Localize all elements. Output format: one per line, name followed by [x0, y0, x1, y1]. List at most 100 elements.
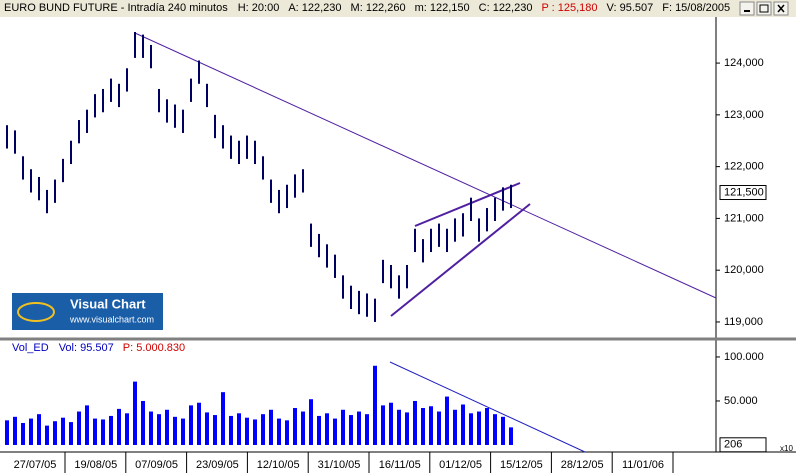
x-tick-label: 01/12/05: [439, 459, 482, 471]
volume-bar: [5, 420, 9, 445]
price-bar: [302, 169, 304, 193]
volume-bar: [349, 415, 353, 445]
x-tick-label: 07/09/05: [135, 459, 178, 471]
price-bar: [382, 259, 384, 284]
volume-bar: [389, 402, 393, 445]
price-bar: [278, 189, 280, 214]
price-bar: [462, 213, 464, 237]
price-bar: [390, 264, 392, 289]
x-tick-label: 19/08/05: [74, 459, 117, 471]
info-label: m: 122,150: [415, 2, 470, 14]
price-bar: [286, 184, 288, 209]
price-bar: [326, 244, 328, 268]
maximize-button[interactable]: [756, 1, 772, 16]
y-tick-label: 120,000: [724, 264, 764, 276]
volume-bar: [285, 420, 289, 445]
volume-bar: [237, 413, 241, 445]
volume-bar: [13, 416, 17, 445]
price-bar: [334, 254, 336, 278]
logo-icon: [17, 302, 55, 322]
volume-bar: [429, 406, 433, 445]
volume-bar: [261, 414, 265, 445]
volume-bar: [405, 412, 409, 445]
volume-bar: [317, 415, 321, 445]
panel-title: Vol_ED: [12, 342, 49, 354]
price-bar: [30, 169, 32, 193]
y-tick-label: 121,000: [724, 212, 764, 224]
volume-bar: [221, 392, 225, 445]
info-label: C: 122,230: [479, 2, 533, 14]
price-bar: [478, 218, 480, 242]
x-tick-label: 28/12/05: [561, 459, 604, 471]
info-label: F: 15/08/2005: [662, 2, 730, 14]
price-bar: [38, 176, 40, 201]
volume-bar: [373, 365, 377, 445]
y-tick-label: 122,000: [724, 161, 764, 173]
volume-bar: [365, 414, 369, 445]
volume-bar: [293, 408, 297, 445]
price-bar: [406, 264, 408, 289]
price-bar: [174, 104, 176, 128]
x-tick-label: 31/10/05: [318, 459, 361, 471]
price-bar: [78, 120, 80, 144]
price-bar: [206, 83, 208, 108]
volume-bar: [493, 414, 497, 445]
logo-box: [12, 293, 163, 330]
price-bar: [70, 140, 72, 165]
price-bar: [190, 78, 192, 102]
price-bar: [182, 109, 184, 133]
y-tick-label: 50.000: [724, 395, 758, 407]
price-bar: [150, 44, 152, 69]
price-bar: [446, 228, 448, 253]
price-bar: [158, 88, 160, 113]
volume-bar: [333, 418, 337, 445]
volume-bar: [197, 402, 201, 445]
x-tick-label: 15/12/05: [500, 459, 543, 471]
y-tick-label: 100.000: [724, 351, 764, 363]
price-bar: [22, 156, 24, 180]
volume-bar: [437, 411, 441, 445]
volume-bar: [301, 411, 305, 445]
volume-bar: [269, 409, 273, 445]
volume-bar: [37, 414, 41, 445]
volume-bar: [125, 413, 129, 445]
price-bar: [254, 140, 256, 165]
price-bar: [350, 285, 352, 310]
volume-bar: [21, 422, 25, 445]
volume-bar: [109, 415, 113, 445]
close-icon: [777, 4, 785, 13]
volume-bar: [413, 400, 417, 445]
volume-bar: [453, 409, 457, 445]
price-bar: [366, 293, 368, 317]
volume-bar: [477, 411, 481, 445]
volume-bar: [469, 413, 473, 445]
price-bar: [118, 83, 120, 108]
last-value-label: 206: [724, 439, 742, 451]
maximize-icon: [759, 4, 769, 13]
volume-bar: [101, 419, 105, 445]
info-label: V: 95.507: [607, 2, 654, 14]
volume-bar: [245, 417, 249, 445]
price-bar: [438, 223, 440, 247]
volume-bar: [461, 404, 465, 445]
info-label: M: 122,260: [351, 2, 406, 14]
volume-bar: [341, 409, 345, 445]
volume-bar: [165, 409, 169, 445]
volume-bar: [213, 415, 217, 445]
volume-bar: [205, 412, 209, 445]
last-value-label: 121,500: [724, 186, 764, 198]
title-bar: [0, 0, 796, 17]
price-bar: [14, 130, 16, 154]
volume-bar: [381, 405, 385, 445]
price-bar: [430, 228, 432, 253]
price-bar: [222, 125, 224, 149]
trendline: [390, 203, 531, 317]
minimize-button[interactable]: [739, 1, 755, 16]
volume-bar: [53, 421, 57, 445]
price-bar: [374, 298, 376, 322]
price-bar: [126, 68, 128, 92]
price-bar: [342, 275, 344, 299]
price-bar: [142, 34, 144, 58]
volume-bar: [421, 408, 425, 445]
